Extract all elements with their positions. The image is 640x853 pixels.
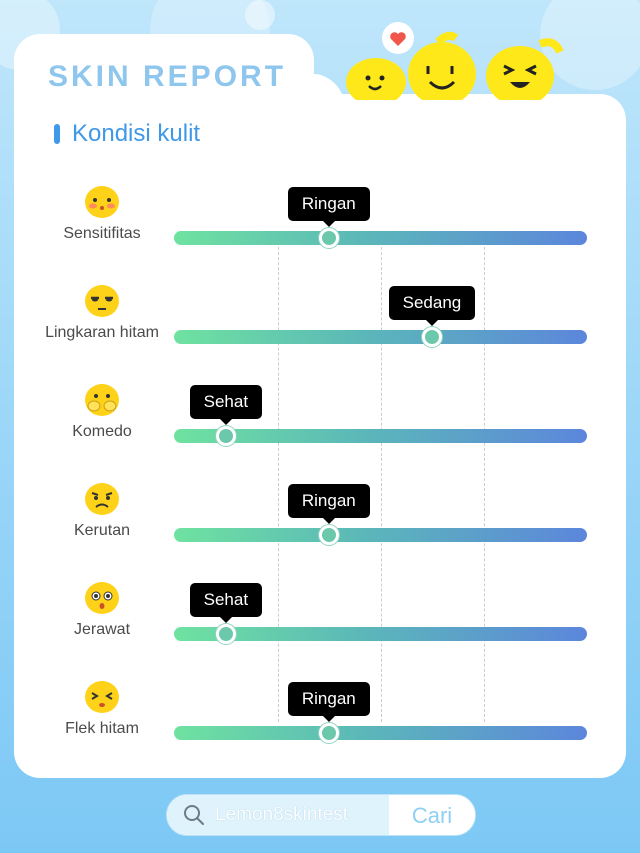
grid-divider [381,232,382,722]
severity-track [174,231,587,245]
severity-track [174,330,587,344]
frowning-face-icon [82,480,122,516]
severity-marker [318,723,339,743]
search-query: Lemon8skintest [215,804,349,825]
background-bubble [245,0,275,30]
severity-marker [215,426,236,446]
condition-label: Flek hitam [65,720,139,737]
condition-label: Lingkaran hitam [45,324,159,341]
condition-label: Komedo [72,423,132,440]
severity-marker [422,327,443,347]
section-header: Kondisi kulit [54,120,200,148]
skin-condition-row: Sensitifitas Ringan [0,183,640,273]
section-marker [54,124,60,144]
severity-tooltip: Sehat [189,583,263,623]
severity-tooltip: Ringan [287,682,370,722]
severity-track [174,726,587,740]
page-title: SKIN REPORT [48,60,287,93]
skin-condition-row: Lingkaran hitam Sedang [0,282,640,372]
skin-condition-row: Komedo Sehat [0,381,640,471]
severity-marker [215,624,236,644]
skin-condition-row: Jerawat Sehat [0,579,640,669]
search-icon [184,805,204,825]
condition-label: Jerawat [73,621,131,638]
grid-divider [484,232,485,722]
severity-marker [318,525,339,545]
condition-label: Sensitifitas [63,225,141,242]
squinting-face-icon [82,678,122,714]
search-bar[interactable]: Lemon8skintest Cari [166,794,476,836]
grid-divider [278,232,279,722]
severity-track [174,528,587,542]
heart-speech-bubble-icon [382,22,414,54]
severity-tooltip: Ringan [287,187,370,227]
severity-tooltip: Sedang [388,286,476,326]
lemon-mascots-icon [346,22,564,100]
skin-condition-row: Kerutan Ringan [0,480,640,570]
severity-tooltip: Ringan [287,484,370,524]
covering-face-icon [82,381,122,417]
section-title: Kondisi kulit [72,120,201,147]
search-input[interactable]: Lemon8skintest [167,795,389,835]
severity-tooltip: Sehat [189,385,263,425]
blushing-face-icon [82,183,122,219]
surprised-face-icon [82,579,122,615]
condition-label: Kerutan [73,522,131,539]
severity-track [174,429,587,443]
search-button[interactable]: Cari [389,795,475,835]
tired-face-icon [82,282,122,318]
severity-track [174,627,587,641]
severity-marker [318,228,339,248]
skin-condition-row: Flek hitam Ringan [0,678,640,768]
